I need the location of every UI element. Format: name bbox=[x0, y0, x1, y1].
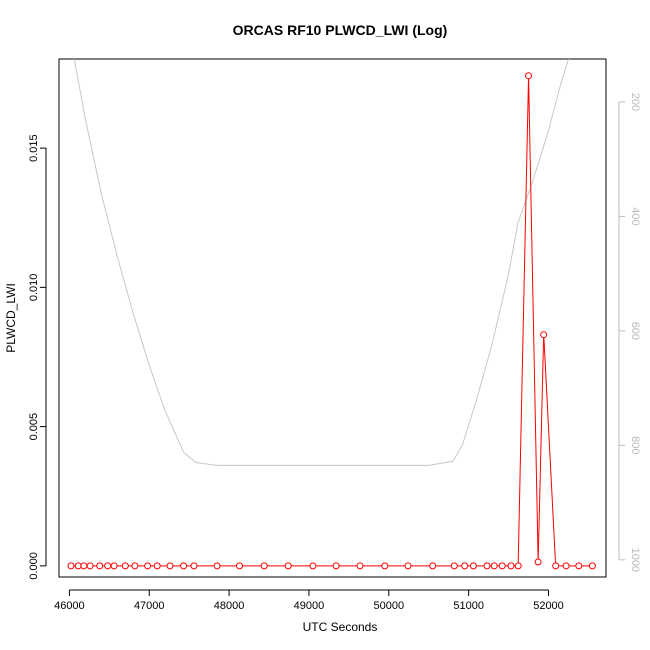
data-point bbox=[104, 562, 112, 570]
data-point bbox=[552, 562, 560, 570]
data-point bbox=[121, 562, 129, 570]
data-point bbox=[260, 562, 268, 570]
data-point bbox=[429, 562, 437, 570]
x-axis-label: UTC Seconds bbox=[303, 620, 378, 634]
data-point bbox=[562, 562, 570, 570]
x-tick-label: 47000 bbox=[134, 600, 165, 612]
x-tick-label: 50000 bbox=[374, 600, 405, 612]
x-tick-label: 49000 bbox=[294, 600, 325, 612]
data-point bbox=[309, 562, 317, 570]
data-point bbox=[507, 562, 515, 570]
data-point bbox=[356, 562, 364, 570]
data-point bbox=[284, 562, 292, 570]
y-tick-label: 0.015 bbox=[28, 134, 40, 162]
y2-tick-label: 200 bbox=[629, 93, 641, 111]
data-point bbox=[110, 562, 118, 570]
secondary-series bbox=[73, 59, 569, 466]
y2-axis: 200 400 600 800 1000 bbox=[618, 93, 641, 572]
data-point bbox=[213, 562, 221, 570]
data-point bbox=[166, 562, 174, 570]
data-point bbox=[534, 558, 542, 566]
y-axis: 0.000 0.005 0.010 0.015 bbox=[28, 134, 47, 580]
data-point bbox=[381, 562, 389, 570]
x-tick-label: 48000 bbox=[214, 600, 245, 612]
y-tick-label: 0.005 bbox=[28, 413, 40, 441]
data-point bbox=[404, 562, 412, 570]
data-point bbox=[469, 562, 477, 570]
data-point bbox=[514, 562, 522, 570]
data-point bbox=[498, 562, 506, 570]
primary-series-segment bbox=[543, 337, 556, 563]
data-point bbox=[236, 562, 243, 570]
x-tick-label: 52000 bbox=[533, 600, 564, 612]
data-point bbox=[190, 562, 198, 570]
data-point bbox=[74, 562, 82, 570]
data-point bbox=[525, 72, 532, 80]
primary-series-segment bbox=[517, 78, 529, 563]
data-point bbox=[483, 562, 491, 570]
data-point bbox=[575, 562, 583, 570]
data-point bbox=[588, 562, 596, 570]
secondary-series-line bbox=[73, 59, 569, 466]
primary-series-segment bbox=[528, 78, 539, 560]
y2-tick-label: 1000 bbox=[629, 548, 641, 572]
x-axis: 46000 47000 48000 49000 50000 51000 52000 bbox=[54, 589, 564, 612]
y2-tick-label: 400 bbox=[629, 207, 641, 225]
data-point bbox=[490, 562, 498, 570]
data-point bbox=[450, 562, 458, 570]
primary-series-segment bbox=[537, 337, 545, 560]
data-point bbox=[180, 562, 188, 570]
y-axis-label: PLWCD_LWI bbox=[4, 283, 18, 353]
data-point bbox=[332, 562, 340, 570]
y-tick-label: 0.010 bbox=[28, 274, 40, 302]
data-point bbox=[86, 562, 94, 570]
y2-tick-label: 800 bbox=[629, 436, 641, 454]
data-point bbox=[461, 562, 469, 570]
data-point bbox=[144, 562, 152, 570]
y-tick-label: 0.000 bbox=[28, 552, 40, 580]
data-point bbox=[96, 562, 104, 570]
plot-frame bbox=[58, 58, 607, 578]
primary-series bbox=[67, 72, 596, 570]
y2-tick-label: 600 bbox=[629, 322, 641, 340]
data-point bbox=[153, 562, 161, 570]
data-point bbox=[80, 562, 88, 570]
data-point bbox=[540, 331, 548, 339]
data-point bbox=[131, 562, 139, 570]
data-point bbox=[67, 562, 75, 570]
chart-title: ORCAS RF10 PLWCD_LWI (Log) bbox=[233, 22, 448, 38]
x-tick-label: 46000 bbox=[54, 600, 85, 612]
x-tick-label: 51000 bbox=[453, 600, 484, 612]
